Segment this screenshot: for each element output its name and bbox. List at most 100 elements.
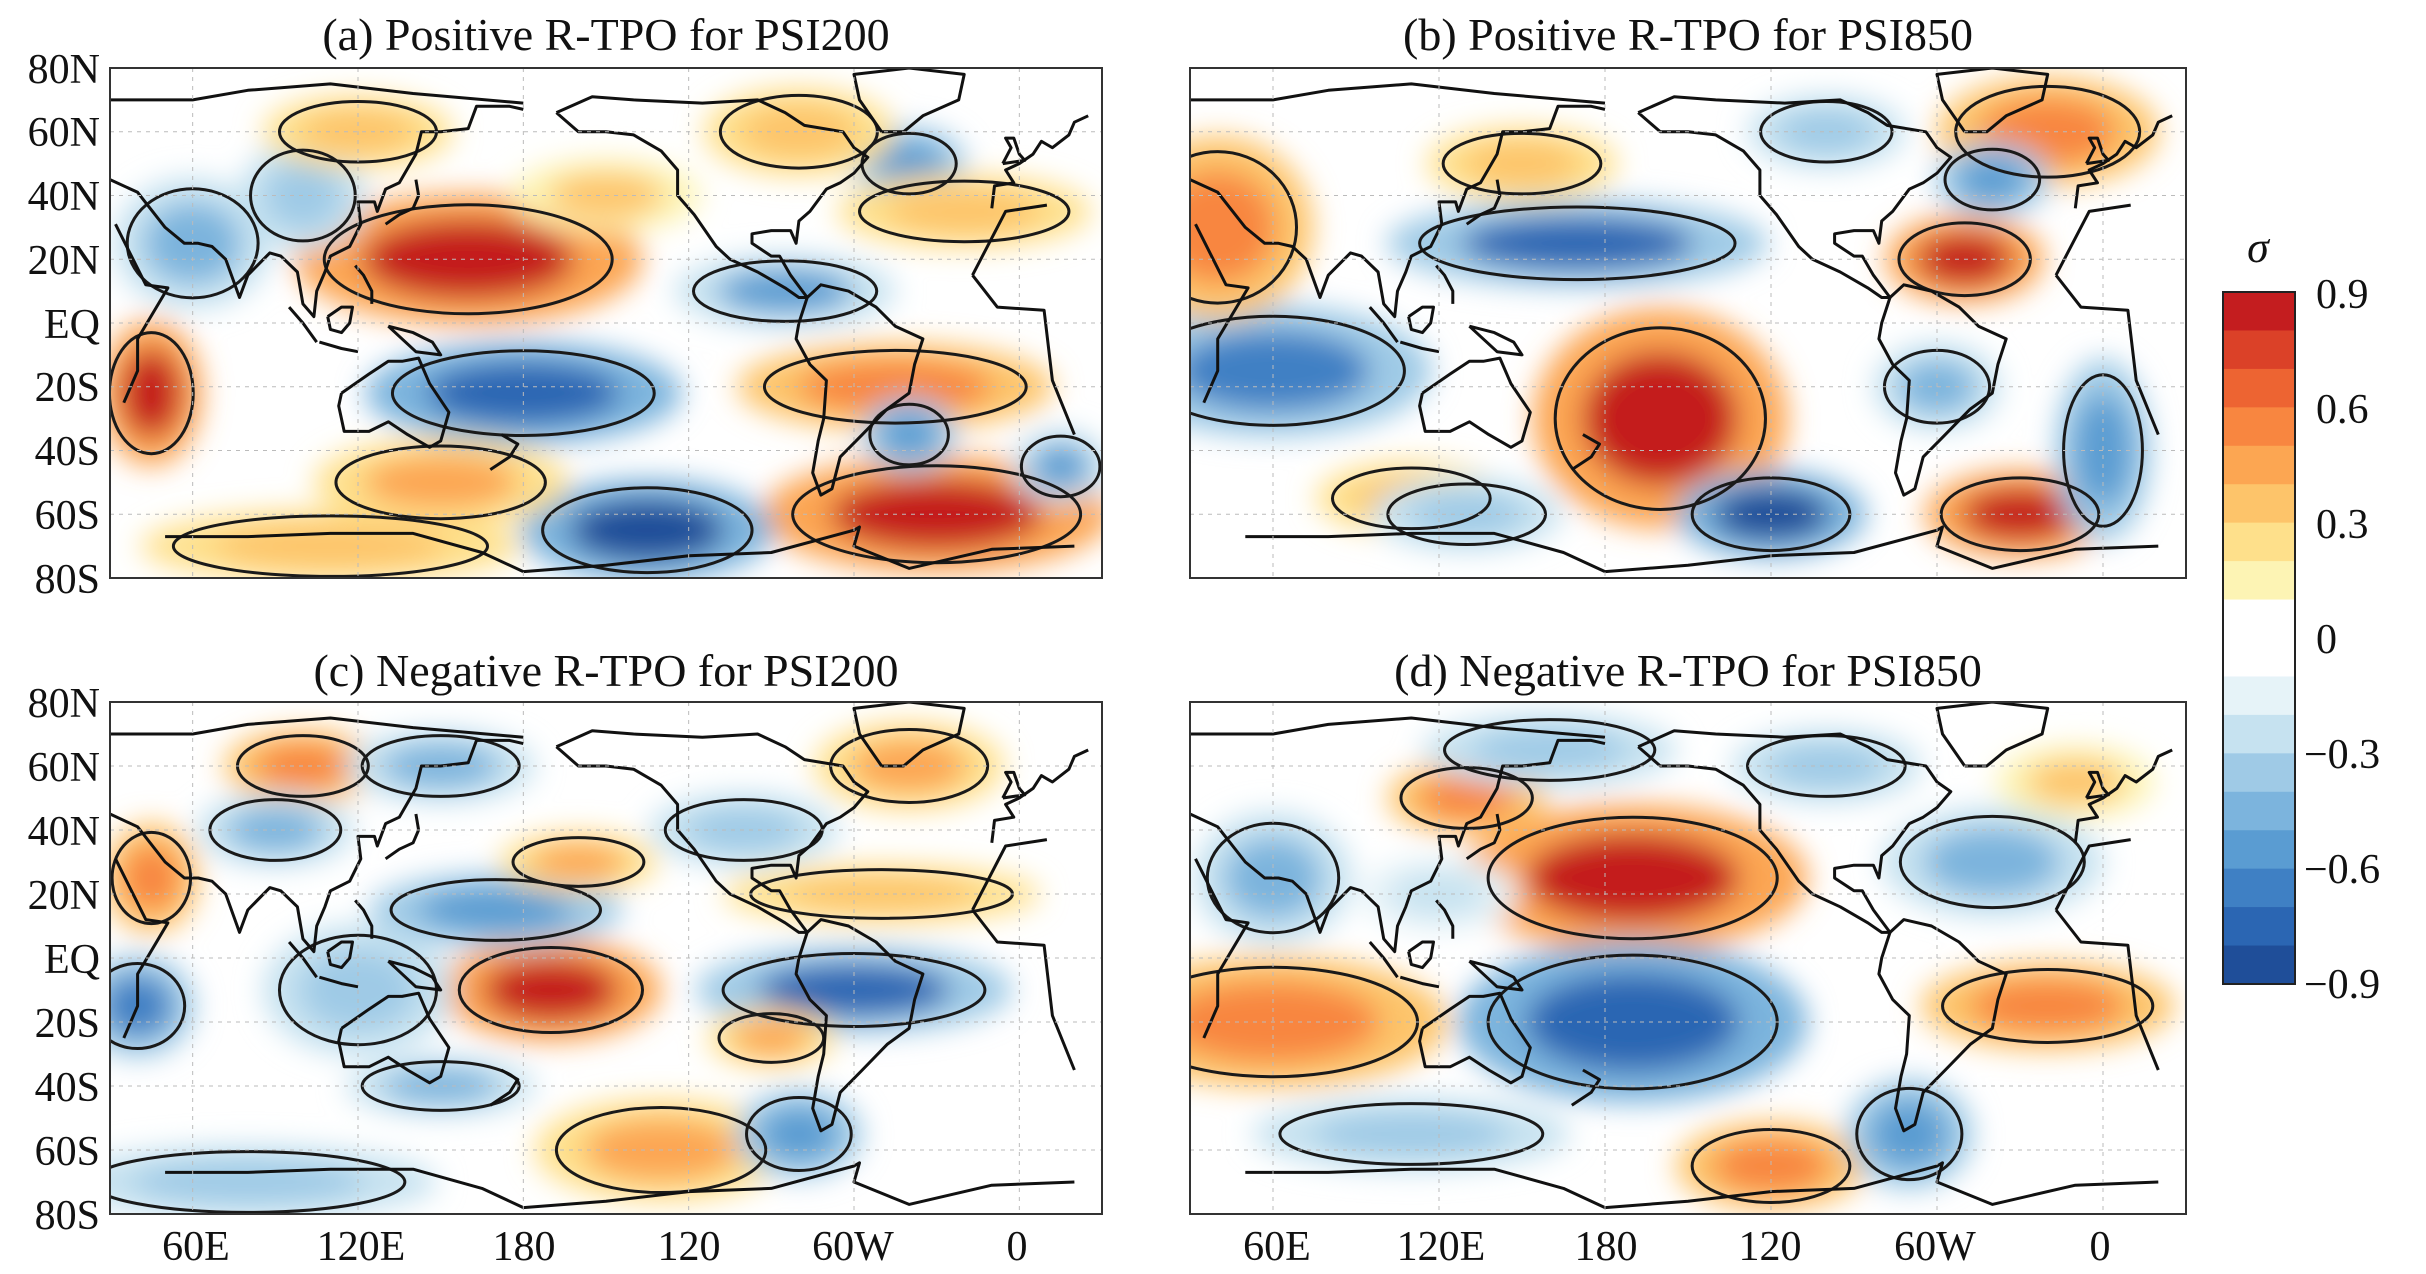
coastline	[110, 738, 524, 954]
field-core	[120, 348, 183, 438]
lon-axis-right: 60E 120E 180 120 60W 0	[1243, 1224, 2110, 1270]
significance-contour	[1943, 147, 2042, 212]
colorbar-swatch	[2223, 445, 2295, 485]
lat-label: 40S	[35, 1065, 100, 1111]
coastline	[1245, 525, 2159, 574]
significance-contour	[1205, 821, 1341, 935]
lat-label: 20N	[28, 238, 100, 284]
lat-label: 80N	[28, 681, 100, 727]
panel-d-frame	[1189, 701, 2187, 1215]
colorbar-swatch	[2223, 868, 2295, 908]
coastline	[794, 283, 925, 497]
lon-label: 60W	[812, 1224, 894, 1270]
coastline	[387, 959, 443, 992]
field-core	[1924, 828, 2061, 896]
field-core	[717, 268, 853, 314]
lat-label: 20S	[35, 1001, 100, 1047]
coastline	[387, 324, 443, 357]
field-core	[1418, 775, 1516, 821]
coastline	[114, 838, 1076, 1071]
field-core	[530, 844, 627, 880]
lon-label: 180	[493, 1224, 556, 1270]
field-core	[362, 219, 575, 300]
significance-contour	[1553, 326, 1767, 511]
significance-contour	[1898, 814, 2086, 910]
coastline	[794, 918, 925, 1133]
colorbar-swatch	[2223, 522, 2295, 562]
coastline	[110, 82, 524, 105]
field-core	[1582, 351, 1738, 486]
lat-label: 60S	[35, 493, 100, 539]
field-core	[760, 1107, 838, 1161]
lon-label: 60E	[1243, 1224, 1311, 1270]
panel-b-frame	[1189, 67, 2187, 579]
coastline	[1407, 940, 1435, 970]
colorbar-swatches	[2223, 292, 2295, 985]
coastline	[2085, 136, 2110, 166]
coastline	[852, 68, 966, 134]
field-core	[1870, 1100, 1949, 1168]
significance-contour	[322, 203, 614, 316]
panel-c-frame	[109, 701, 1103, 1215]
lon-label: 120E	[1397, 1224, 1486, 1270]
lat-label: 60N	[28, 745, 100, 791]
colorbar-swatch	[2223, 753, 2295, 793]
coastline	[114, 203, 1076, 436]
coastline	[1399, 340, 1440, 354]
field-core	[214, 523, 447, 569]
coastline	[165, 1161, 1075, 1210]
field-core	[1408, 491, 1525, 537]
significance-contour	[541, 486, 754, 575]
coastline	[1190, 104, 1606, 319]
coastline	[110, 104, 524, 319]
coastline	[1368, 306, 1399, 343]
significance-contour	[1418, 205, 1737, 282]
field-core	[1777, 109, 1875, 155]
colorbar-tick: 0	[2316, 617, 2337, 663]
colorbar-tick: −0.6	[2304, 847, 2380, 893]
colorbar-tick: −0.9	[2304, 962, 2380, 1008]
field-core	[1461, 216, 1694, 271]
significance-contour	[457, 945, 645, 1035]
coastline	[1399, 975, 1440, 989]
coastline	[1001, 136, 1027, 166]
panel-b-title: (b) Positive R-TPO for PSI850	[1403, 9, 1973, 60]
lat-label: EQ	[44, 937, 100, 983]
colorbar-tick: 0.3	[2316, 502, 2369, 548]
coastline	[1468, 324, 1524, 357]
coastline	[2085, 770, 2110, 800]
field-core	[1957, 157, 2028, 202]
lon-label: 0	[1007, 1224, 1028, 1270]
lon-label: 0	[2090, 1224, 2111, 1270]
field-core	[785, 876, 978, 912]
significance-contour	[1486, 815, 1779, 941]
field-core	[887, 189, 1042, 234]
coastline	[354, 264, 374, 304]
coastline	[337, 991, 451, 1085]
lon-label: 120	[1739, 1224, 1802, 1270]
lat-label: 80N	[28, 47, 100, 93]
significance-contour	[110, 1150, 407, 1214]
colorbar-swatch	[2223, 561, 2295, 601]
lat-label: 40N	[28, 174, 100, 220]
colorbar-tick: 0.6	[2316, 387, 2369, 433]
colorbar-swatch	[2223, 368, 2295, 408]
significance-contour	[858, 179, 1071, 244]
lat-label: 20S	[35, 365, 100, 411]
field-core	[1472, 727, 1628, 773]
field-core	[1190, 330, 1370, 411]
coastline	[318, 975, 359, 989]
coastline	[1368, 941, 1399, 979]
colorbar-swatch	[2223, 676, 2295, 716]
lat-label: 80S	[35, 1193, 100, 1239]
coastline	[1194, 838, 2160, 1071]
significance-contour	[110, 331, 195, 456]
lat-label: 80S	[35, 557, 100, 603]
panel-a-map	[109, 67, 1103, 579]
field-core	[2026, 759, 2124, 805]
colorbar-swatch	[2223, 292, 2295, 331]
field-core	[1970, 979, 2126, 1033]
significance-contour	[868, 402, 950, 467]
field-core	[1031, 444, 1090, 489]
significance-contour	[1278, 1102, 1545, 1166]
